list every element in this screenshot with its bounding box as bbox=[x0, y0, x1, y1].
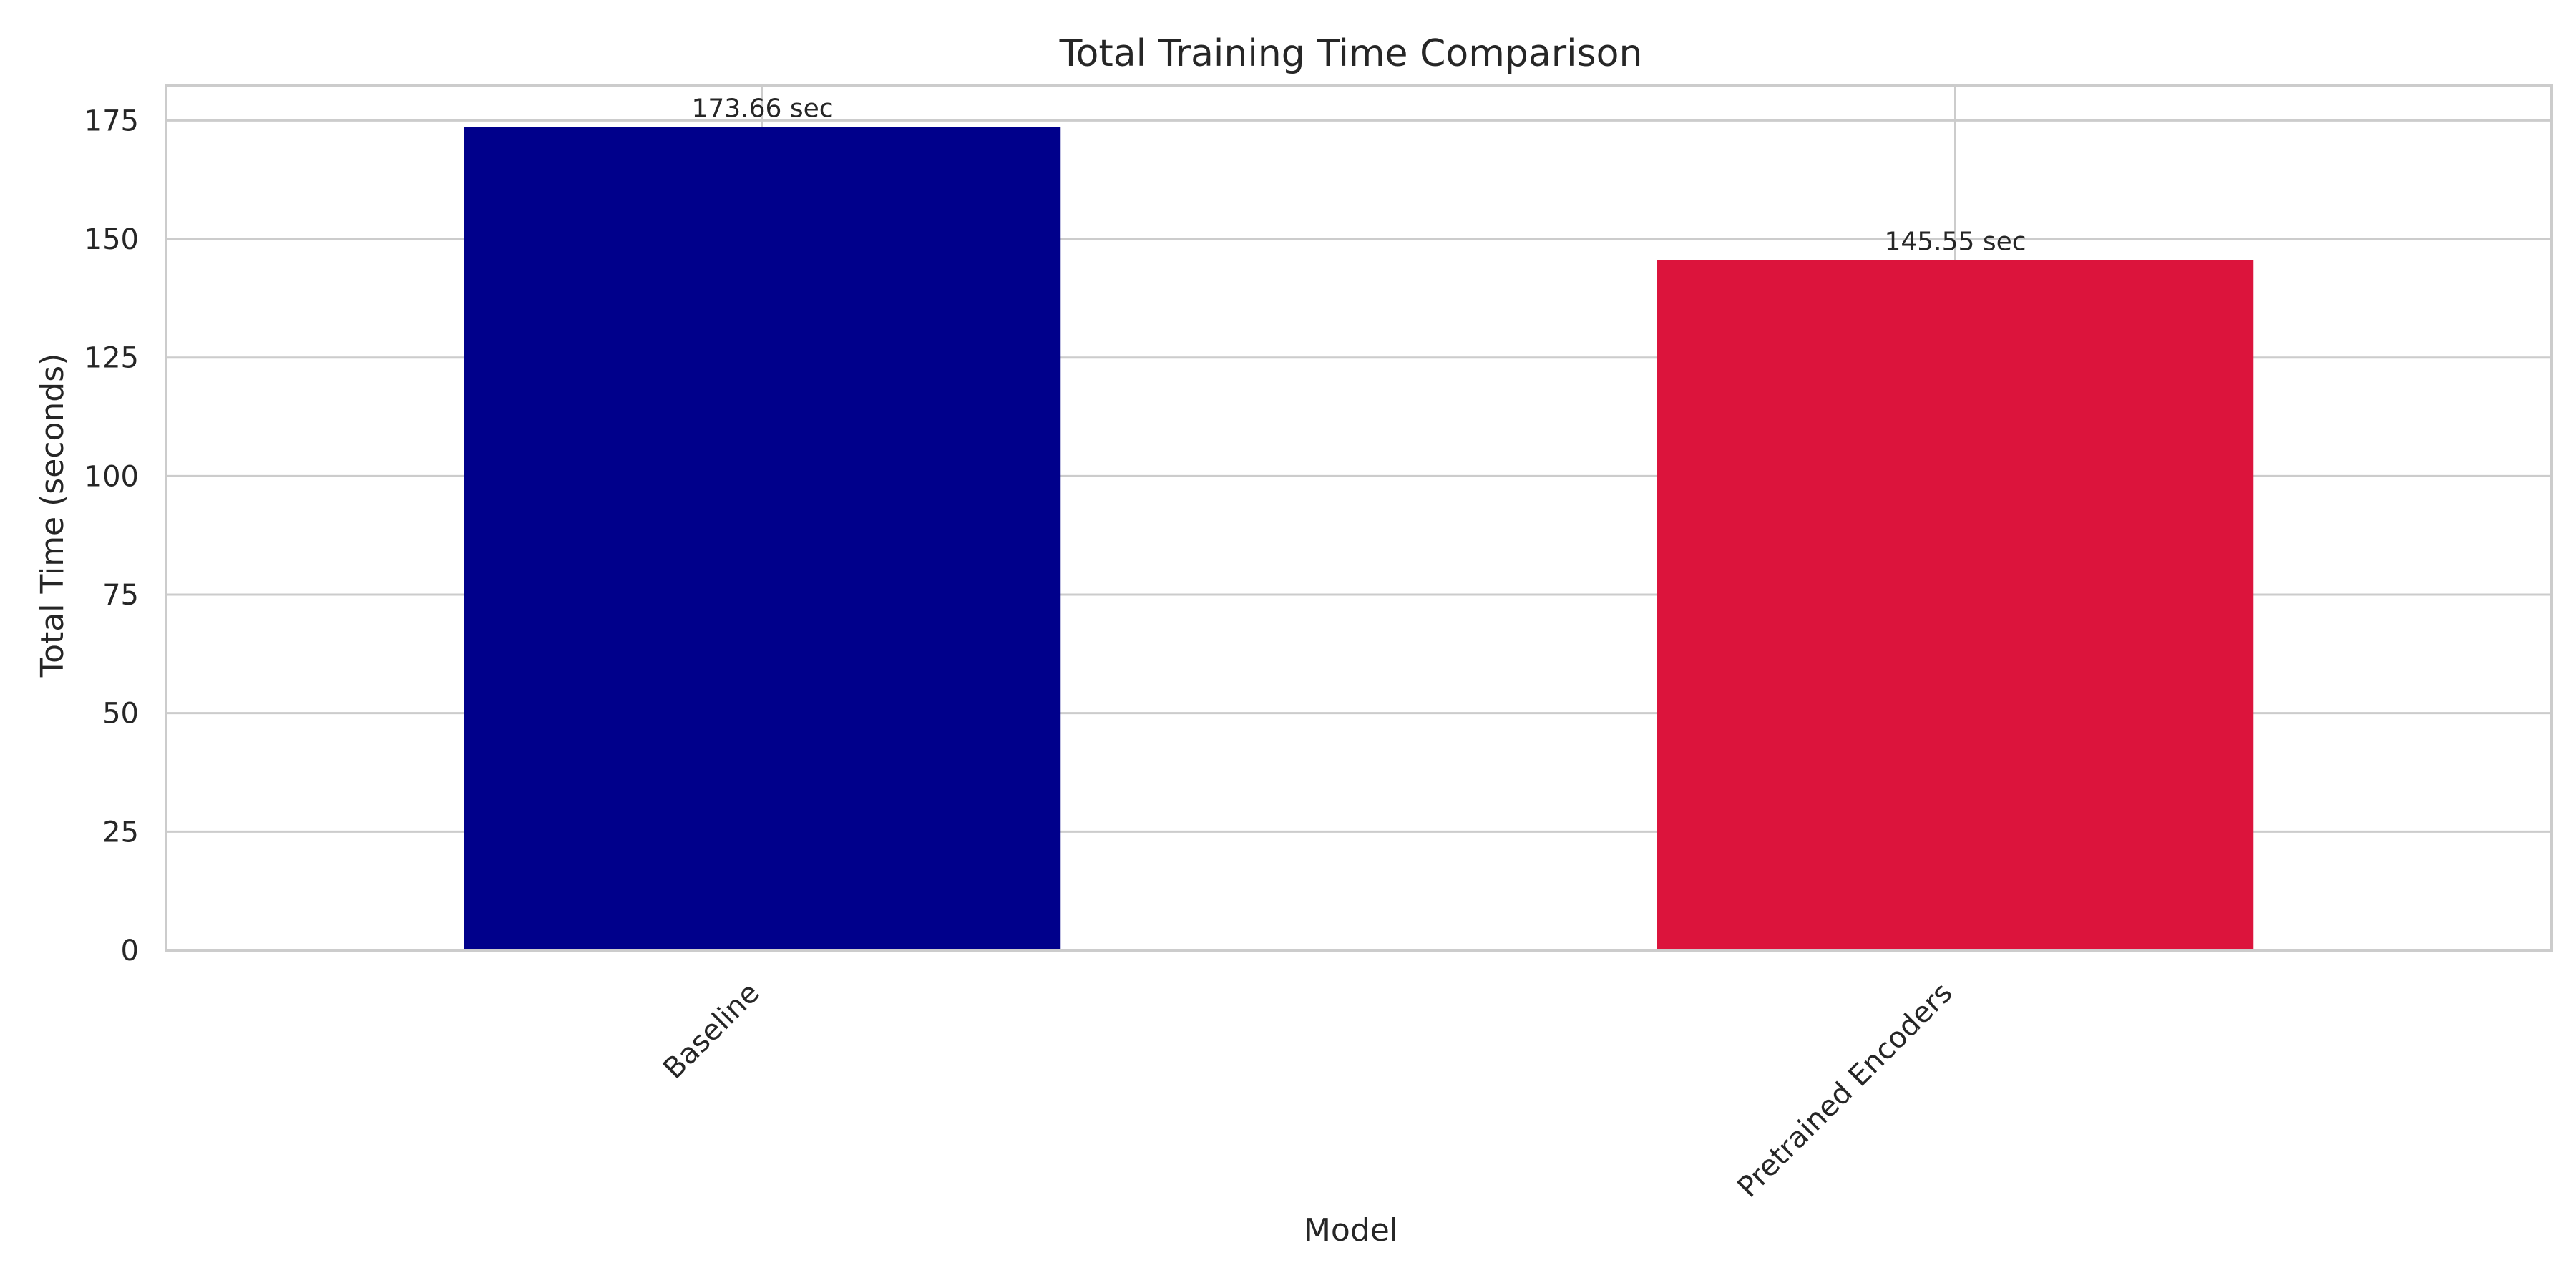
y-tick-label: 175 bbox=[84, 104, 139, 137]
y-tick-label: 75 bbox=[102, 579, 139, 612]
chart-title: Total Training Time Comparison bbox=[1059, 32, 1643, 75]
x-tick-label: Baseline bbox=[657, 977, 766, 1085]
y-tick-labels: 0 25 50 75 100 125 150 175 bbox=[84, 104, 139, 967]
x-tick-labels: Baseline Pretrained Encoders bbox=[657, 977, 1958, 1204]
y-axis-label: Total Time (seconds) bbox=[34, 353, 71, 678]
plot-area-frame bbox=[165, 84, 2553, 952]
y-tick-label: 100 bbox=[84, 460, 139, 493]
y-tick-label: 125 bbox=[84, 342, 139, 375]
y-tick-label: 0 bbox=[121, 935, 139, 967]
data-labels: 173.66 sec 145.55 sec bbox=[691, 94, 2026, 256]
x-tick-label: Pretrained Encoders bbox=[1732, 977, 1959, 1204]
data-label: 145.55 sec bbox=[1884, 228, 2026, 257]
y-tick-label: 150 bbox=[84, 223, 139, 256]
bar-baseline bbox=[464, 127, 1061, 950]
bars-layer bbox=[464, 127, 2254, 950]
data-label: 173.66 sec bbox=[691, 94, 833, 123]
y-tick-label: 25 bbox=[102, 816, 139, 849]
x-axis-label: Model bbox=[1304, 1212, 1398, 1249]
y-tick-label: 50 bbox=[102, 698, 139, 731]
bar-pretrained-encoders bbox=[1657, 260, 2254, 950]
